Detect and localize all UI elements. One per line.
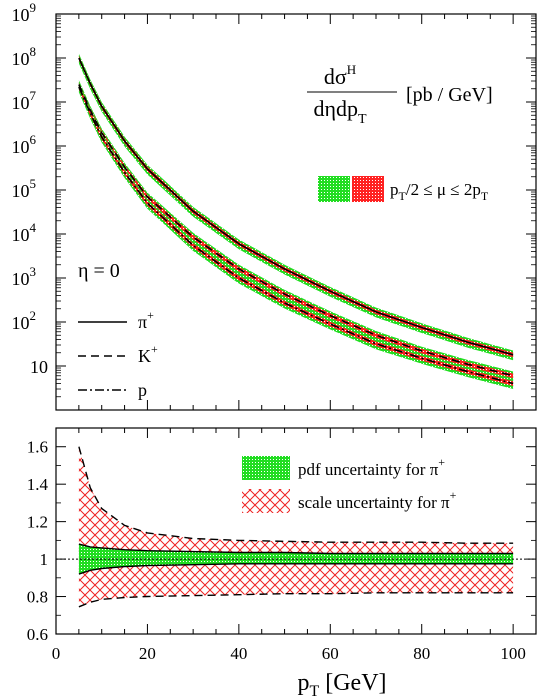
title-numerator: dσ: [324, 64, 347, 89]
scale-upper-line: [78, 446, 514, 544]
bottom-xtick-label: 0: [52, 644, 61, 663]
legend-k-label: K: [138, 346, 151, 366]
ratio-legend-pdf-swatch: [242, 456, 290, 480]
top-ytick-label: 104: [12, 220, 37, 245]
title-denominator: dηdp: [313, 96, 358, 121]
x-axis-label: pT [GeV]: [297, 670, 386, 696]
x-axis-label-sub: T: [309, 683, 319, 696]
top-x-ticks: [55, 14, 514, 410]
svg-text:K+: K+: [138, 342, 158, 366]
bottom-xtick-label: 80: [413, 644, 430, 663]
top-curves: [78, 57, 514, 385]
series-line-1: [78, 84, 514, 377]
top-ytick-label: 102: [12, 308, 37, 333]
species-legend: π+ K+ p: [78, 308, 158, 400]
series-line-0: [78, 57, 514, 356]
svg-text:scale uncertainty for π+: scale uncertainty for π+: [298, 488, 457, 512]
x-axis-label-p: p: [297, 670, 309, 696]
legend-pi-sup: +: [147, 308, 154, 322]
x-axis-label-unit: [GeV]: [319, 670, 386, 696]
scale-uncertainty-band: [78, 446, 514, 607]
top-ytick-label: 106: [12, 132, 37, 157]
ratio-legend-pdf-sup: +: [438, 455, 445, 469]
top-y-ticks: 109 108 107 106 105 104 103 102 10: [12, 0, 536, 398]
band-legend-pdf-swatch: [318, 176, 350, 202]
band-legend-scale-swatch: [352, 176, 384, 202]
top-ytick-label: 103: [12, 264, 37, 289]
svg-text:π+: π+: [138, 308, 154, 332]
ratio-legend-pdf-label: pdf uncertainty for π: [298, 460, 439, 479]
bottom-ytick-label: 1.4: [27, 475, 49, 494]
bottom-bands: [56, 446, 536, 608]
bottom-ytick-label: 1.6: [27, 438, 48, 457]
band-legend: pT/2 ≤ μ ≤ 2pT: [318, 176, 489, 203]
title-numerator-sup: H: [347, 62, 356, 77]
top-ytick-label: 105: [12, 176, 37, 201]
band-legend-range: /2 ≤ μ ≤ 2p: [406, 180, 481, 199]
bottom-ytick-label: 1: [40, 550, 49, 569]
bottom-panel: 0.6 0.8 1 1.2 1.4 1.6 0 20 40 60 80 100 pdf uncert…: [27, 427, 537, 696]
title-unit: [pb / GeV]: [406, 84, 493, 106]
band-legend-pt: p: [390, 180, 399, 199]
ratio-legend: pdf uncertainty for π+ scale uncertainty…: [242, 455, 457, 513]
svg-text:p: p: [138, 380, 147, 400]
ratio-legend-scale-sup: +: [450, 488, 457, 502]
legend-k-sup: +: [151, 342, 158, 356]
pdf-upper-line: [78, 543, 514, 555]
svg-text:pdf uncertainty for π+: pdf uncertainty for π+: [298, 455, 445, 479]
title-denominator-sub: T: [358, 112, 367, 127]
bottom-xtick-label: 40: [230, 644, 247, 663]
top-ytick-label: 109: [12, 0, 37, 25]
bottom-xtick-label: 20: [139, 644, 156, 663]
ratio-legend-scale-swatch: [242, 489, 290, 513]
svg-text:pT/2 ≤ μ ≤ 2pT: pT/2 ≤ μ ≤ 2pT: [390, 180, 489, 203]
legend-pi-label: π: [138, 312, 147, 332]
bottom-frame: [55, 427, 537, 635]
top-ytick-label: 10: [30, 357, 48, 377]
scale-lower-line: [78, 592, 514, 608]
bottom-xtick-label: 100: [500, 644, 526, 663]
series-line-2: [78, 86, 514, 385]
chart-title: dσH dηdpT [pb / GeV]: [307, 62, 493, 127]
svg-text:dσH: dσH: [324, 62, 356, 89]
pdf-lower-line: [78, 563, 514, 575]
bottom-xtick-label: 60: [322, 644, 339, 663]
legend-p-label: p: [138, 380, 147, 400]
top-frame: [55, 13, 537, 411]
bottom-ytick-label: 0.8: [27, 588, 48, 607]
bottom-ytick-label: 0.6: [27, 625, 48, 644]
band-legend-pt-sub2: T: [481, 189, 489, 203]
bottom-y-ticks: 0.6 0.8 1 1.2 1.4 1.6: [27, 427, 536, 644]
pdf-band-2: [78, 82, 514, 389]
top-ytick-label: 107: [12, 88, 37, 113]
eta-label: η = 0: [78, 260, 120, 282]
bottom-ytick-label: 1.2: [27, 513, 48, 532]
svg-text:dηdpT: dηdpT: [313, 96, 367, 127]
top-ytick-label: 108: [12, 44, 37, 69]
ratio-legend-scale-label: scale uncertainty for π: [298, 493, 450, 512]
band-legend-pt-sub: T: [399, 189, 407, 203]
bottom-x-ticks: 0 20 40 60 80 100: [52, 428, 526, 663]
